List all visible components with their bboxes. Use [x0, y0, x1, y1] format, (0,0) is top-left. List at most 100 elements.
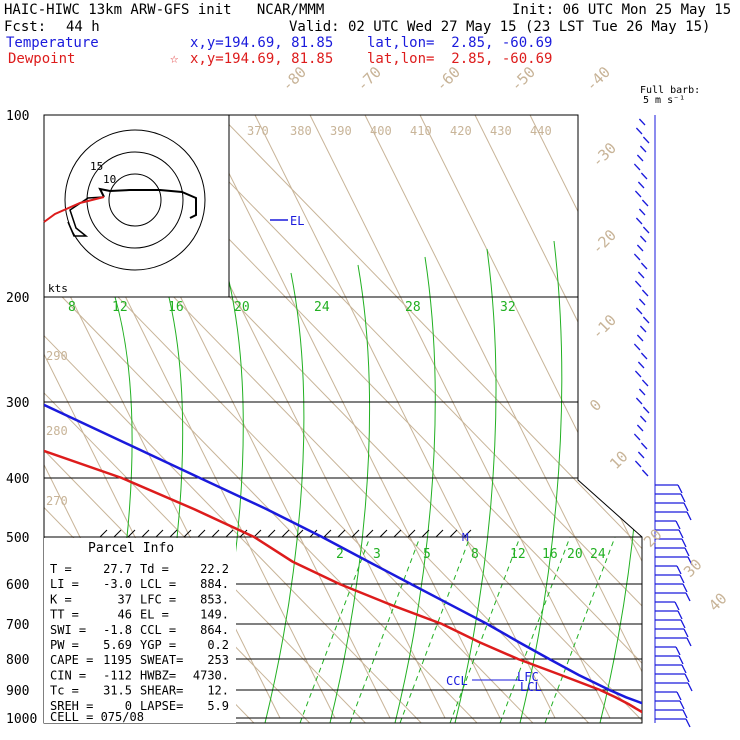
parcel-field-value: -3.0 — [103, 577, 132, 591]
wind-barb — [634, 370, 642, 378]
forecast-hour: 44 h — [66, 19, 100, 35]
dry-adiabat-line — [584, 115, 642, 719]
mixing-ratio-label: 5 — [423, 547, 431, 562]
wind-barb-flag — [675, 646, 681, 656]
moist-adiabat-line — [599, 232, 642, 723]
chart-title: HAIC-HIWC 13km ARW-GFS init NCAR/MMM — [4, 2, 325, 18]
theta-label: 400 — [370, 124, 392, 138]
hatch-mark — [239, 529, 248, 538]
temperature-profile — [44, 115, 642, 720]
wind-barb — [635, 217, 643, 225]
parcel-field-label: TT = — [50, 608, 79, 622]
hatch-mark — [127, 529, 136, 538]
hatch-mark — [337, 529, 346, 538]
dry-adiabat-line — [199, 115, 501, 719]
parcel-field-value: 27.7 — [103, 562, 132, 576]
theta-label: 290 — [46, 349, 68, 363]
lfc-marker: LFC — [517, 670, 539, 684]
pressure-label: 400 — [6, 472, 29, 487]
parcel-field-label: SWI = — [50, 623, 86, 637]
wind-barb-flag — [677, 610, 683, 620]
parcel-field-value: 253 — [207, 653, 229, 667]
wind-barb — [639, 415, 647, 423]
hatch-mark — [323, 529, 332, 538]
isotherm-label: -50 — [507, 63, 539, 95]
pressure-label: 900 — [6, 684, 29, 699]
wind-barb — [640, 352, 648, 360]
pressure-label: 600 — [6, 578, 29, 593]
wind-barb — [639, 145, 647, 153]
wind-barb — [641, 289, 649, 297]
hodograph-ring — [108, 173, 162, 227]
forecast-label: Fcst: — [4, 19, 47, 35]
wind-barb — [634, 460, 642, 468]
wind-barb-flag — [680, 619, 686, 629]
moist-adiabat-line — [519, 240, 563, 723]
pressure-label: 300 — [6, 396, 29, 411]
pressure-label: 1000 — [6, 712, 37, 727]
wind-barb-flag — [685, 592, 691, 602]
dewpoint-star-icon: ☆ — [170, 51, 179, 67]
dry-adiabat-line — [419, 115, 642, 719]
dewpoint-profile — [44, 115, 642, 720]
hatch-mark — [169, 529, 178, 538]
wind-barb-flag — [686, 637, 692, 647]
hatch-mark — [379, 529, 388, 538]
theta-label: 420 — [450, 124, 472, 138]
hatch-mark — [99, 529, 108, 538]
mixing-ratio-label: 8 — [68, 300, 76, 315]
hodograph-ring — [86, 151, 184, 249]
wind-barb — [642, 226, 650, 234]
mixing-ratio-label: 20 — [567, 547, 583, 562]
isotherm-label: 20 — [640, 525, 666, 551]
wind-barb — [633, 253, 641, 261]
mixing-ratio-line — [499, 536, 571, 723]
dry-adiabat-line — [364, 115, 642, 719]
wind-barb-flag — [681, 664, 687, 674]
hatch-mark — [295, 529, 304, 538]
wind-barb — [637, 361, 645, 369]
mixing-ratio-label: 24 — [590, 547, 606, 562]
wind-barb-flag — [674, 601, 680, 611]
parcel-info-title: Parcel Info — [88, 541, 174, 556]
isotherm-label: -10 — [588, 311, 620, 343]
parcel-field-label: SHEAR= — [140, 684, 183, 698]
isotherm-label: 0 — [586, 396, 605, 415]
parcel-field-value: 4730. — [193, 668, 229, 682]
parcel-field-label: HWBZ= — [140, 668, 176, 682]
moist-adiabat-line — [690, 225, 734, 723]
wind-barb-flag — [679, 574, 685, 584]
isotherm-line — [44, 115, 542, 723]
parcel-field-label: Tc = — [50, 684, 79, 698]
dry-adiabat-line — [254, 115, 556, 719]
wind-barb-flag — [683, 502, 689, 512]
pressure-label: 200 — [6, 291, 29, 306]
wind-barb — [634, 280, 642, 288]
parcel-info-panel — [44, 538, 236, 723]
wind-barb — [638, 298, 646, 306]
el-marker: EL — [290, 214, 304, 228]
hodograph-ring — [64, 129, 206, 271]
moist-adiabat-line — [394, 256, 436, 723]
isotherm-label: -80 — [278, 63, 310, 95]
parcel-field-value: 0 — [125, 699, 132, 713]
wind-barb — [637, 451, 645, 459]
wind-barb — [635, 397, 643, 405]
mixing-ratio-label: 16 — [542, 547, 558, 562]
moist-adiabat-line — [454, 248, 497, 723]
hatch-mark — [365, 529, 374, 538]
parcel-field-label: CCL = — [140, 623, 176, 637]
wind-barb-flag — [682, 583, 688, 593]
hodograph-units: kts — [48, 282, 68, 295]
parcel-field-value: 149. — [200, 608, 229, 622]
mixing-ratio-line — [299, 536, 371, 723]
hatch-mark — [281, 529, 290, 538]
wind-barb-flag — [687, 556, 693, 566]
wind-barb — [636, 424, 644, 432]
wind-barb — [637, 181, 645, 189]
theta-label: 440 — [530, 124, 552, 138]
isotherm-line — [219, 115, 642, 723]
theta-label: 370 — [247, 124, 269, 138]
parcel-field-label: CIN = — [50, 668, 86, 682]
mixing-ratio-label: 20 — [234, 300, 250, 315]
